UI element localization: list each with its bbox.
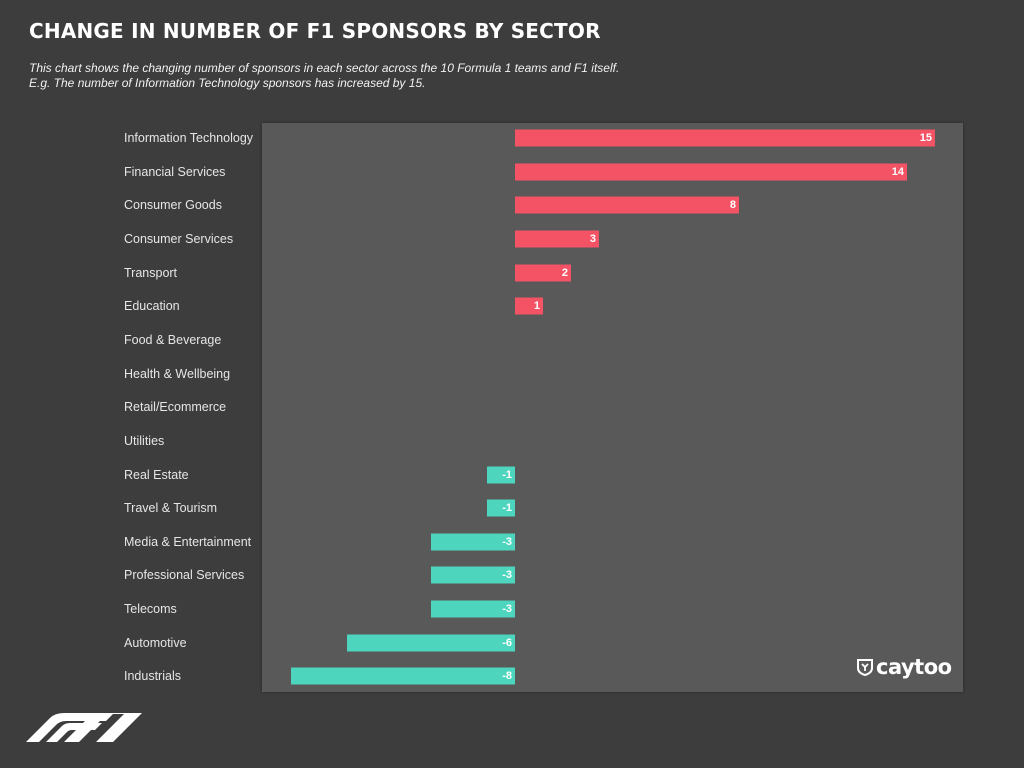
category-label: Food & Beverage bbox=[124, 332, 222, 347]
category-label: Information Technology bbox=[124, 131, 254, 145]
category-label: Transport bbox=[124, 265, 178, 280]
bar bbox=[431, 600, 515, 618]
value-label: 1 bbox=[533, 300, 540, 313]
value-label: 15 bbox=[919, 132, 932, 144]
bar bbox=[487, 466, 515, 483]
bar bbox=[347, 634, 515, 652]
category-label: Education bbox=[124, 299, 180, 314]
bar bbox=[431, 533, 515, 551]
category-label: Health & Wellbeing bbox=[124, 366, 231, 381]
bar bbox=[487, 499, 515, 517]
value-label: 14 bbox=[891, 165, 904, 178]
bar bbox=[515, 129, 935, 147]
bar bbox=[515, 297, 543, 315]
caytoo-shield-icon bbox=[857, 659, 873, 676]
bar bbox=[515, 230, 599, 248]
value-label: -6 bbox=[502, 636, 512, 649]
value-label: 2 bbox=[561, 266, 568, 279]
category-label: Media & Entertainment bbox=[124, 534, 252, 549]
category-label: Consumer Services bbox=[124, 231, 234, 246]
category-label: Automotive bbox=[124, 635, 187, 650]
bar bbox=[515, 264, 571, 282]
chart-title: CHANGE IN NUMBER OF F1 SPONSORS BY SECTO… bbox=[29, 19, 601, 43]
chart-subtitle: This chart shows the changing number of … bbox=[29, 61, 789, 91]
category-label: Retail/Ecommerce bbox=[124, 400, 227, 415]
category-label: Utilities bbox=[124, 433, 165, 448]
value-label: 3 bbox=[589, 232, 596, 245]
caytoo-logo: caytoo bbox=[857, 655, 952, 679]
category-label: Industrials bbox=[124, 669, 181, 684]
bar bbox=[431, 566, 515, 584]
bar bbox=[515, 163, 907, 181]
value-label: -3 bbox=[502, 603, 512, 616]
f1-logo: F1 bbox=[26, 713, 142, 742]
value-label: -1 bbox=[502, 468, 512, 481]
category-label: Travel & Tourism bbox=[124, 501, 218, 516]
plot-area bbox=[262, 123, 963, 692]
subtitle-line-1: This chart shows the changing number of … bbox=[29, 61, 620, 75]
category-label: Real Estate bbox=[124, 467, 189, 482]
category-label: Consumer Goods bbox=[124, 198, 222, 213]
category-label: Financial Services bbox=[124, 164, 226, 179]
category-label: Professional Services bbox=[124, 568, 245, 583]
category-label: Telecoms bbox=[124, 602, 177, 617]
bar bbox=[291, 667, 515, 685]
caytoo-wordmark: caytoo bbox=[876, 655, 952, 679]
bar bbox=[515, 196, 739, 214]
subtitle-line-2: E.g. The number of Information Technolog… bbox=[29, 76, 426, 90]
value-label: -3 bbox=[502, 535, 512, 548]
value-label: -3 bbox=[502, 569, 512, 582]
value-label: -1 bbox=[502, 502, 512, 515]
value-label: 8 bbox=[729, 199, 736, 212]
value-label: -8 bbox=[502, 670, 512, 683]
